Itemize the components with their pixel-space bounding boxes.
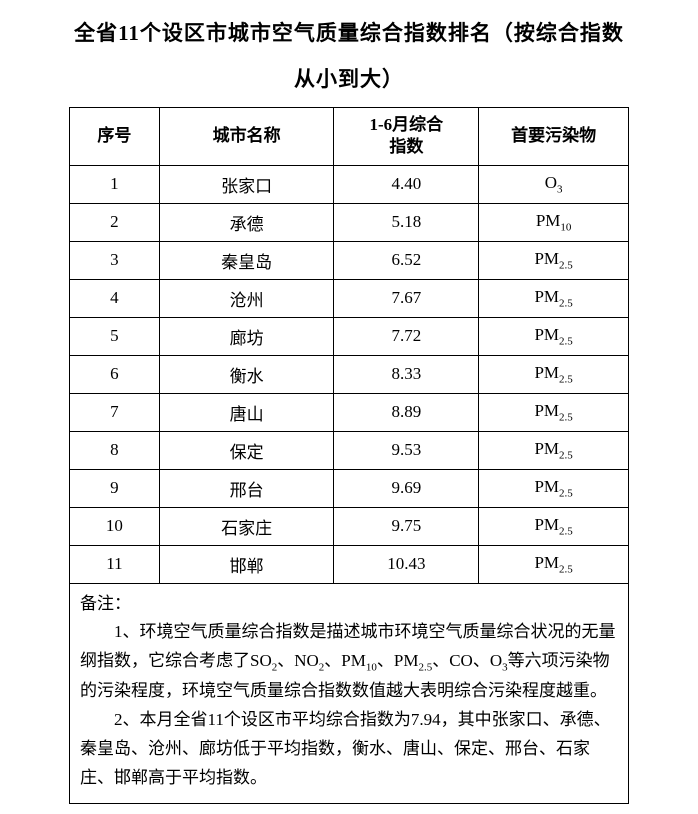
cell-pollutant: PM2.5 [479,241,629,279]
table-row: 6衡水8.33PM2.5 [70,355,629,393]
cell-pollutant: PM2.5 [479,317,629,355]
cell-city: 廊坊 [159,317,334,355]
cell-pollutant: PM2.5 [479,355,629,393]
ranking-table: 序号 城市名称 1-6月综合 指数 首要污染物 1张家口4.40O32承德5.1… [69,107,629,804]
notes-cell: 备注：1、环境空气质量综合指数是描述城市环境空气质量综合状况的无量纲指数，它综合… [70,583,629,803]
table-row: 4沧州7.67PM2.5 [70,279,629,317]
table-row: 8保定9.53PM2.5 [70,431,629,469]
cell-pollutant: O3 [479,165,629,203]
cell-pollutant: PM2.5 [479,469,629,507]
table-row: 1张家口4.40O3 [70,165,629,203]
cell-city: 沧州 [159,279,334,317]
table-container: 序号 城市名称 1-6月综合 指数 首要污染物 1张家口4.40O32承德5.1… [69,107,629,804]
cell-pollutant: PM2.5 [479,507,629,545]
title-line-2: 从小到大） [294,67,404,91]
cell-rank: 8 [70,431,160,469]
cell-rank: 3 [70,241,160,279]
cell-pollutant: PM2.5 [479,545,629,583]
cell-city: 石家庄 [159,507,334,545]
cell-pollutant: PM2.5 [479,279,629,317]
cell-index: 4.40 [334,165,479,203]
cell-index: 8.33 [334,355,479,393]
notes-header: 备注： [80,590,618,619]
table-row: 3秦皇岛6.52PM2.5 [70,241,629,279]
cell-index: 9.69 [334,469,479,507]
table-row: 10石家庄9.75PM2.5 [70,507,629,545]
page-title: 全省11个设区市城市空气质量综合指数排名（按综合指数 从小到大） [30,10,668,102]
cell-index: 9.53 [334,431,479,469]
notes-paragraph-2: 2、本月全省11个设区市平均综合指数为7.94，其中张家口、承德、秦皇岛、沧州、… [80,706,618,793]
cell-city: 邢台 [159,469,334,507]
cell-city: 衡水 [159,355,334,393]
cell-index: 9.75 [334,507,479,545]
col-header-pollutant: 首要污染物 [479,108,629,165]
col-header-index: 1-6月综合 指数 [334,108,479,165]
table-row: 5廊坊7.72PM2.5 [70,317,629,355]
cell-rank: 9 [70,469,160,507]
cell-index: 7.72 [334,317,479,355]
cell-city: 秦皇岛 [159,241,334,279]
cell-city: 唐山 [159,393,334,431]
cell-pollutant: PM10 [479,203,629,241]
table-header-row: 序号 城市名称 1-6月综合 指数 首要污染物 [70,108,629,165]
cell-pollutant: PM2.5 [479,393,629,431]
table-row: 7唐山8.89PM2.5 [70,393,629,431]
notes-paragraph-1: 1、环境空气质量综合指数是描述城市环境空气质量综合状况的无量纲指数，它综合考虑了… [80,618,618,706]
cell-index: 6.52 [334,241,479,279]
title-line-1: 全省11个设区市城市空气质量综合指数排名（按综合指数 [74,21,624,45]
cell-rank: 10 [70,507,160,545]
cell-rank: 11 [70,545,160,583]
table-row: 11邯郸10.43PM2.5 [70,545,629,583]
cell-city: 张家口 [159,165,334,203]
table-row: 2承德5.18PM10 [70,203,629,241]
col-header-rank: 序号 [70,108,160,165]
cell-city: 承德 [159,203,334,241]
cell-index: 10.43 [334,545,479,583]
cell-index: 8.89 [334,393,479,431]
cell-index: 7.67 [334,279,479,317]
cell-rank: 5 [70,317,160,355]
cell-index: 5.18 [334,203,479,241]
cell-city: 保定 [159,431,334,469]
notes-row: 备注：1、环境空气质量综合指数是描述城市环境空气质量综合状况的无量纲指数，它综合… [70,583,629,803]
cell-rank: 6 [70,355,160,393]
cell-rank: 1 [70,165,160,203]
cell-rank: 2 [70,203,160,241]
cell-rank: 7 [70,393,160,431]
table-row: 9邢台9.69PM2.5 [70,469,629,507]
col-header-city: 城市名称 [159,108,334,165]
cell-city: 邯郸 [159,545,334,583]
cell-pollutant: PM2.5 [479,431,629,469]
cell-rank: 4 [70,279,160,317]
